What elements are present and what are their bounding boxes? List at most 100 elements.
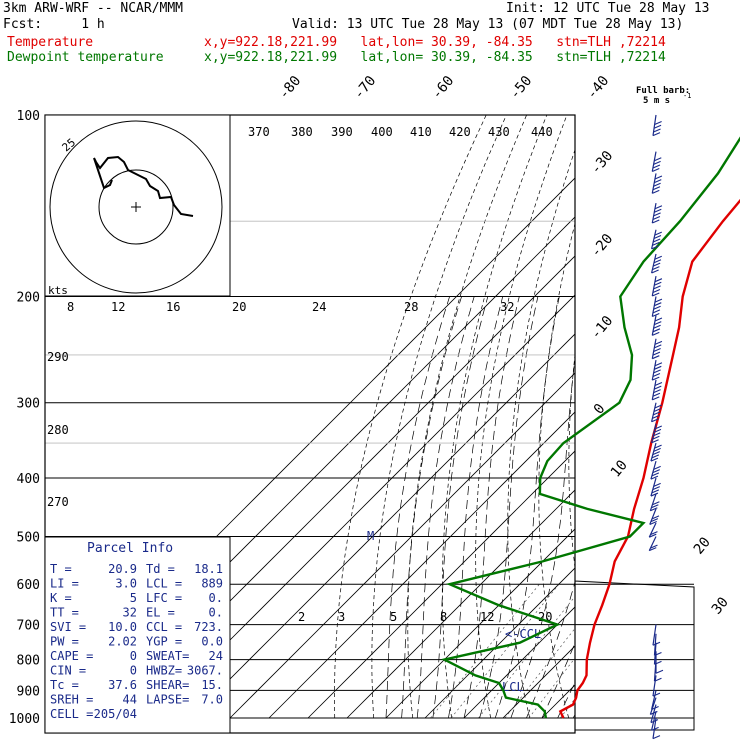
hodograph: 25 kts (44, 114, 231, 297)
isotherm-label: -20 (588, 231, 617, 261)
moist-adiabat-line (620, 297, 740, 719)
parcel-info-key: HWBZ= (146, 664, 182, 678)
mixing-ratio-label: 20 (232, 300, 246, 314)
wind-barbs (648, 114, 664, 740)
dry-adiabat-line (334, 115, 487, 718)
theta-label: 390 (331, 125, 353, 139)
parcel-info-value: 0. (209, 606, 223, 620)
parcel-info-key: K = (50, 591, 72, 605)
wind-barb (651, 275, 663, 297)
isotherm-label: -50 (507, 73, 536, 103)
parcel-info-title: Parcel Info (87, 541, 173, 556)
model-title: 3km ARW-WRF -- NCAR/MMM (3, 1, 184, 16)
temperature-profile (558, 198, 740, 719)
parcel-info-value: 0 (130, 649, 137, 663)
wind-barb (651, 296, 663, 317)
parcel-info-key: SVI = (50, 620, 86, 634)
theta-label: 380 (291, 125, 313, 139)
isotherm-line (659, 115, 740, 718)
mixing-ratio-label: 32 (500, 300, 514, 314)
parcel-info-value: 44 (123, 693, 137, 707)
isotherm-label: -30 (588, 148, 617, 178)
parcel-info-value: 18.1 (194, 562, 223, 576)
wind-barb (651, 229, 662, 250)
parcel-info-key: CIN = (50, 664, 86, 678)
wind-barb (649, 508, 660, 525)
isotherm-label: 20 (691, 534, 714, 557)
theta-e-label: 280 (47, 423, 69, 437)
pressure-tick-label: 1000 (9, 712, 40, 727)
parcel-info-value: 15. (201, 678, 223, 692)
hodograph-units-label: kts (48, 284, 68, 297)
parcel-info-key: PW = (50, 635, 79, 649)
mixing-ratio-label: 12 (111, 300, 125, 314)
theta-e-label: 270 (47, 495, 69, 509)
parcel-info-key: EL = (146, 606, 175, 620)
parcel-info-key: SWEAT= (146, 649, 189, 663)
sounding-profiles (440, 136, 740, 719)
dry-adiabat-line (371, 115, 507, 719)
parcel-info-value: 20.9 (108, 562, 137, 576)
wind-barb (652, 114, 662, 137)
barb-key-value: 5 m s (643, 96, 670, 106)
isotherm-line (385, 528, 575, 719)
hodograph-center-cross (131, 202, 141, 212)
isotherm-line (620, 115, 740, 718)
isotherm-label: -70 (351, 73, 380, 103)
mixing-ratio-label: 28 (404, 300, 418, 314)
parcel-info-key: LI = (50, 577, 79, 591)
pressure-tick-label: 400 (17, 472, 40, 487)
moist-adiabat-line (510, 356, 575, 719)
parcel-info-key: Tc = (50, 678, 79, 692)
wind-barb (651, 151, 662, 173)
moist-adiabat-line (526, 580, 575, 719)
wind-barb (651, 402, 662, 423)
forecast-hour: Fcst: 1 h (3, 17, 105, 32)
wind-barb (651, 711, 659, 731)
background-grid (45, 115, 740, 719)
level-marker: M (367, 529, 374, 543)
isotherm-line (229, 372, 575, 719)
moist-adiabat-line (385, 296, 450, 719)
init-time: Init: 12 UTC Tue 28 May 13 (506, 1, 710, 16)
parcel-info-value: 7.0 (201, 693, 223, 707)
pressure-tick-label: 500 (17, 530, 40, 545)
pressure-tick-label: 600 (17, 578, 40, 593)
moist-adiabat-line (463, 296, 520, 719)
wind-barb (649, 493, 660, 512)
wind-barb (651, 315, 663, 336)
isotherm-line (268, 411, 575, 719)
wind-barb (651, 203, 663, 224)
isotherm-label: -40 (584, 73, 613, 103)
level-marker: LCL (502, 680, 524, 694)
theta-label: 440 (531, 125, 553, 139)
parcel-info-box: Parcel Info T = 20.9 Td = 18.1 LI = 3.0 LCL = 8… (44, 536, 231, 734)
wind-barb (652, 717, 661, 740)
pressure-tick-label: 300 (17, 397, 40, 412)
dewpoint-legend-label: Dewpoint temperature (7, 50, 164, 65)
parcel-info-value: 205/04 (94, 707, 137, 721)
dry-adiabat-line (568, 352, 575, 571)
wind-barb (650, 442, 662, 462)
parcel-info-value: 0. (209, 591, 223, 605)
isotherm-line (424, 567, 575, 719)
isotherm-line (307, 450, 575, 719)
parcel-info-key: LCL = (146, 577, 182, 591)
parcel-info-key: SHEAR= (146, 678, 189, 692)
parcel-info-key: YGP = (146, 635, 182, 649)
isotherm-label: 30 (709, 594, 732, 617)
parcel-info-key: T = (50, 562, 72, 576)
parcel-info-key: CELL = (50, 707, 93, 721)
mixing-ratio-low-label: 8 (440, 610, 447, 624)
wind-barb (650, 460, 661, 480)
wind-barb (650, 477, 661, 497)
valid-time: Valid: 13 UTC Tue 28 May 13 (07 MDT Tue … (292, 17, 684, 32)
parcel-info-value: 0.0 (201, 635, 223, 649)
parcel-info-value: 889 (201, 577, 223, 591)
mixing-ratio-line (478, 595, 575, 719)
parcel-info-key: CCL = (146, 620, 182, 634)
parcel-info-key: SREH = (50, 693, 93, 707)
parcel-info-key: LFC = (146, 591, 182, 605)
wind-barb (651, 338, 663, 360)
